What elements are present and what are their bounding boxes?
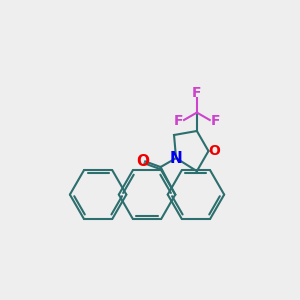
Text: O: O bbox=[208, 144, 220, 158]
Text: O: O bbox=[136, 154, 149, 169]
Text: F: F bbox=[210, 115, 220, 128]
Text: F: F bbox=[174, 115, 183, 128]
Text: F: F bbox=[192, 86, 202, 100]
Text: N: N bbox=[170, 151, 182, 166]
